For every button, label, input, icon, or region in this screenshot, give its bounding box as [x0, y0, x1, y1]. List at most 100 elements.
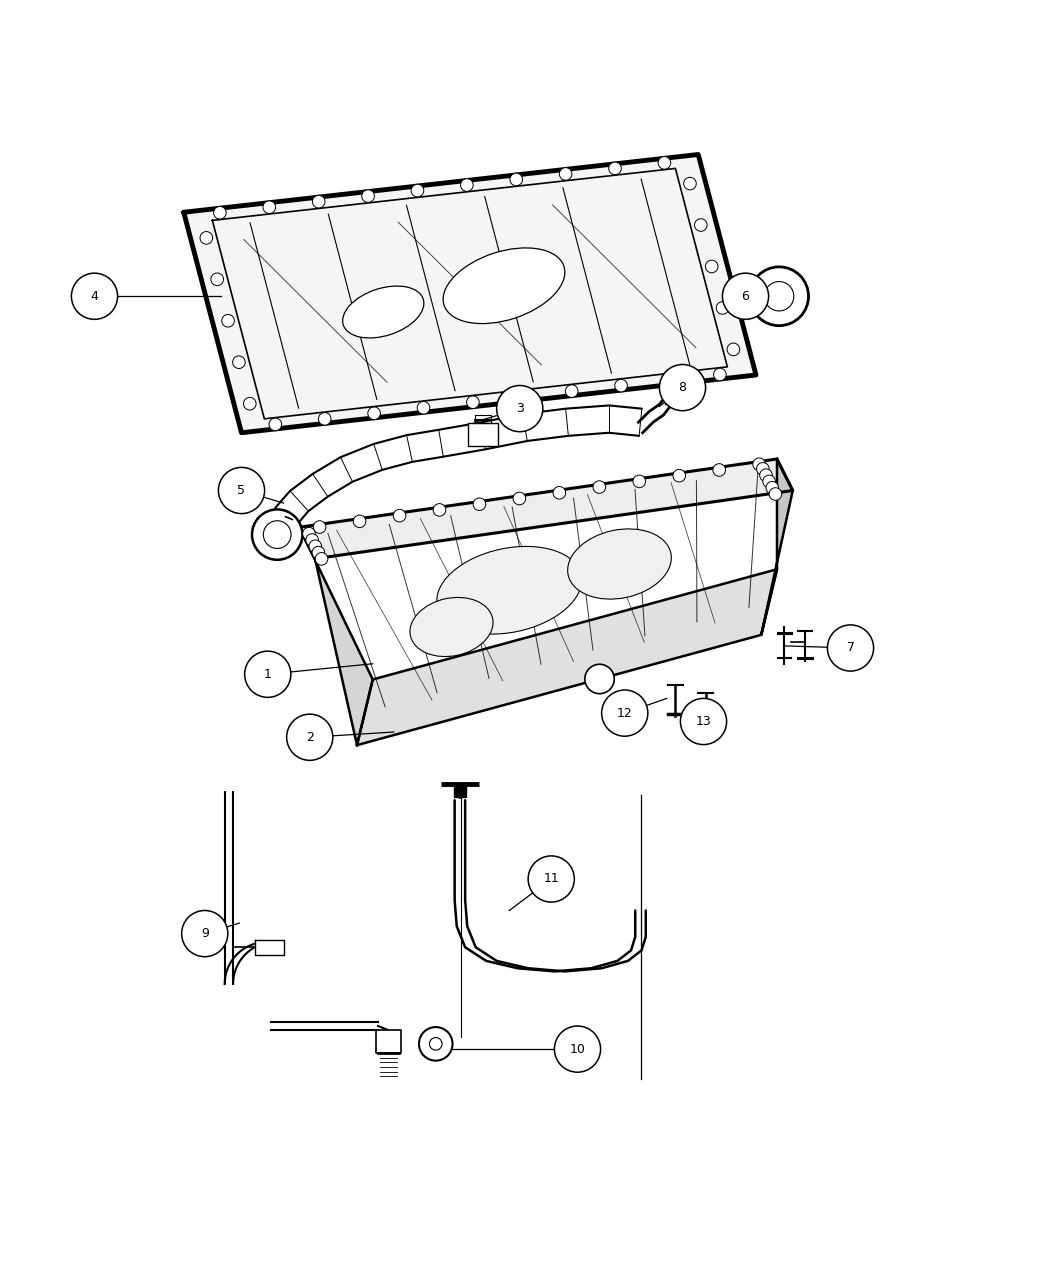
Circle shape	[353, 515, 365, 528]
Circle shape	[680, 699, 727, 745]
Polygon shape	[299, 528, 373, 745]
Circle shape	[513, 492, 526, 505]
Circle shape	[714, 368, 727, 381]
Ellipse shape	[410, 598, 493, 657]
Polygon shape	[299, 459, 793, 558]
Polygon shape	[761, 459, 793, 635]
Circle shape	[262, 201, 275, 213]
Circle shape	[565, 385, 578, 398]
Circle shape	[412, 185, 424, 196]
Circle shape	[417, 402, 429, 414]
Text: 7: 7	[846, 641, 855, 654]
Circle shape	[753, 458, 765, 470]
Circle shape	[222, 315, 234, 328]
Circle shape	[764, 282, 794, 311]
Polygon shape	[357, 569, 777, 745]
Circle shape	[727, 343, 739, 356]
Circle shape	[760, 469, 773, 482]
Circle shape	[213, 207, 226, 219]
Text: 9: 9	[201, 927, 209, 940]
Circle shape	[211, 273, 224, 286]
Circle shape	[593, 481, 606, 493]
Circle shape	[516, 390, 528, 403]
Circle shape	[602, 690, 648, 736]
Circle shape	[429, 1038, 442, 1051]
Circle shape	[309, 541, 321, 552]
Circle shape	[182, 910, 228, 956]
Circle shape	[419, 1028, 453, 1061]
Polygon shape	[255, 940, 284, 955]
Text: 13: 13	[695, 715, 712, 728]
Circle shape	[722, 273, 769, 319]
Circle shape	[528, 856, 574, 903]
Text: 12: 12	[617, 706, 632, 719]
Circle shape	[762, 476, 775, 488]
Circle shape	[315, 552, 328, 565]
Circle shape	[461, 179, 474, 191]
Circle shape	[684, 177, 696, 190]
Circle shape	[665, 374, 677, 386]
Ellipse shape	[437, 547, 582, 634]
Circle shape	[434, 504, 446, 516]
Circle shape	[313, 195, 326, 208]
Circle shape	[510, 173, 523, 186]
Text: 5: 5	[237, 484, 246, 497]
Circle shape	[706, 260, 718, 273]
Circle shape	[362, 190, 375, 203]
Circle shape	[318, 413, 331, 425]
Text: 4: 4	[90, 289, 99, 302]
Ellipse shape	[568, 529, 671, 599]
Circle shape	[757, 463, 770, 476]
Text: 3: 3	[516, 402, 524, 416]
Circle shape	[306, 534, 318, 546]
Circle shape	[287, 714, 333, 760]
Polygon shape	[665, 388, 675, 404]
Circle shape	[554, 1026, 601, 1072]
Circle shape	[252, 510, 302, 560]
Circle shape	[368, 407, 380, 419]
Circle shape	[269, 418, 281, 431]
Circle shape	[659, 365, 706, 411]
Circle shape	[765, 482, 778, 493]
Ellipse shape	[342, 286, 424, 338]
Polygon shape	[454, 784, 466, 797]
Circle shape	[302, 528, 315, 541]
Circle shape	[769, 488, 781, 500]
Text: 6: 6	[741, 289, 750, 302]
Circle shape	[313, 520, 326, 533]
Circle shape	[609, 162, 622, 175]
Circle shape	[312, 546, 324, 558]
Circle shape	[827, 625, 874, 671]
Text: 2: 2	[306, 731, 314, 743]
Circle shape	[497, 385, 543, 432]
Circle shape	[585, 664, 614, 694]
Circle shape	[233, 356, 246, 368]
Ellipse shape	[443, 247, 565, 324]
Circle shape	[244, 398, 256, 411]
Text: 1: 1	[264, 668, 272, 681]
Circle shape	[750, 266, 808, 325]
Text: 10: 10	[569, 1043, 586, 1056]
Circle shape	[716, 302, 729, 314]
Text: 11: 11	[544, 872, 559, 886]
Circle shape	[218, 468, 265, 514]
Circle shape	[466, 397, 479, 408]
Circle shape	[71, 273, 118, 319]
Circle shape	[245, 652, 291, 697]
Circle shape	[713, 464, 726, 477]
FancyBboxPatch shape	[468, 423, 498, 446]
Circle shape	[474, 499, 486, 510]
Circle shape	[658, 157, 671, 170]
Circle shape	[201, 232, 213, 244]
Circle shape	[264, 520, 291, 548]
Text: 8: 8	[678, 381, 687, 394]
Circle shape	[560, 167, 572, 180]
Circle shape	[633, 476, 646, 487]
Polygon shape	[184, 154, 756, 432]
Circle shape	[553, 487, 566, 499]
Circle shape	[694, 219, 707, 231]
Circle shape	[615, 379, 628, 391]
Polygon shape	[376, 1030, 401, 1053]
Circle shape	[673, 469, 686, 482]
Circle shape	[394, 509, 406, 521]
